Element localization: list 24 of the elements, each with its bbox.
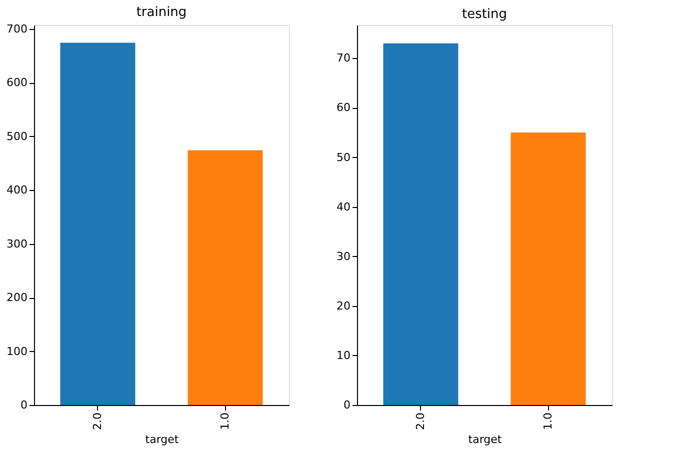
x-tick-label: 2.0 [414, 412, 427, 430]
y-tick-label: 400 [6, 184, 28, 197]
y-tick-label: 10 [336, 348, 350, 362]
y-tick-label: 500 [6, 130, 28, 143]
y-tick-label: 0 [344, 398, 350, 412]
chart-title: training [136, 4, 187, 20]
x-axis-title: target [145, 432, 180, 446]
x-tick-label: 1.0 [218, 412, 232, 430]
x-tick-label: 2.0 [90, 412, 104, 430]
y-tick-label: 0 [20, 398, 28, 412]
y-tick-label: 200 [6, 291, 28, 304]
chart-title: testing [462, 7, 508, 22]
y-tick-label: 600 [6, 76, 28, 90]
y-tick-label: 20 [336, 299, 350, 312]
y-tick-label: 700 [6, 22, 28, 36]
y-tick-label: 40 [336, 200, 350, 214]
y-tick-label: 300 [6, 237, 28, 250]
y-tick-label: 50 [336, 150, 350, 164]
y-tick-label: 100 [6, 344, 28, 358]
y-tick-label: 60 [336, 101, 350, 114]
x-tick-label: 1.0 [541, 412, 554, 430]
y-tick-label: 70 [336, 52, 350, 65]
y-tick-label: 30 [336, 250, 350, 263]
x-axis-title: target [468, 432, 502, 446]
